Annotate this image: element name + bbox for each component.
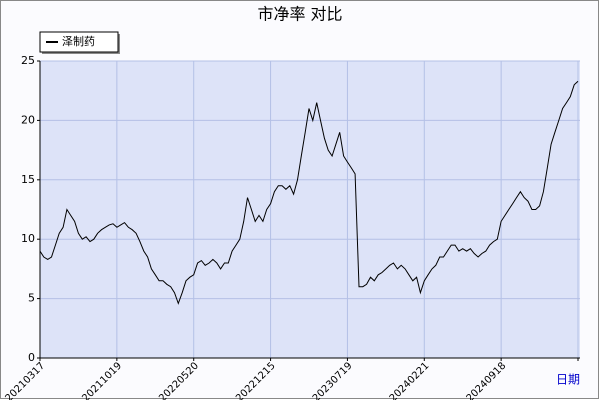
y-tick-label: 0 (28, 351, 35, 364)
x-axis-label: 日期 (556, 373, 580, 387)
y-tick-label: 5 (28, 292, 35, 305)
y-tick-label: 20 (21, 113, 35, 126)
legend (39, 31, 120, 54)
y-tick-label: 10 (21, 232, 35, 245)
y-tick-label: 15 (21, 173, 35, 186)
line (39, 80, 579, 305)
legend-box (39, 31, 119, 53)
y-tick-label: 25 (21, 54, 35, 67)
legend-label: 泽制药 (62, 35, 95, 48)
plot-area (40, 61, 580, 358)
chart-title: 市净率 对比 (257, 5, 342, 24)
